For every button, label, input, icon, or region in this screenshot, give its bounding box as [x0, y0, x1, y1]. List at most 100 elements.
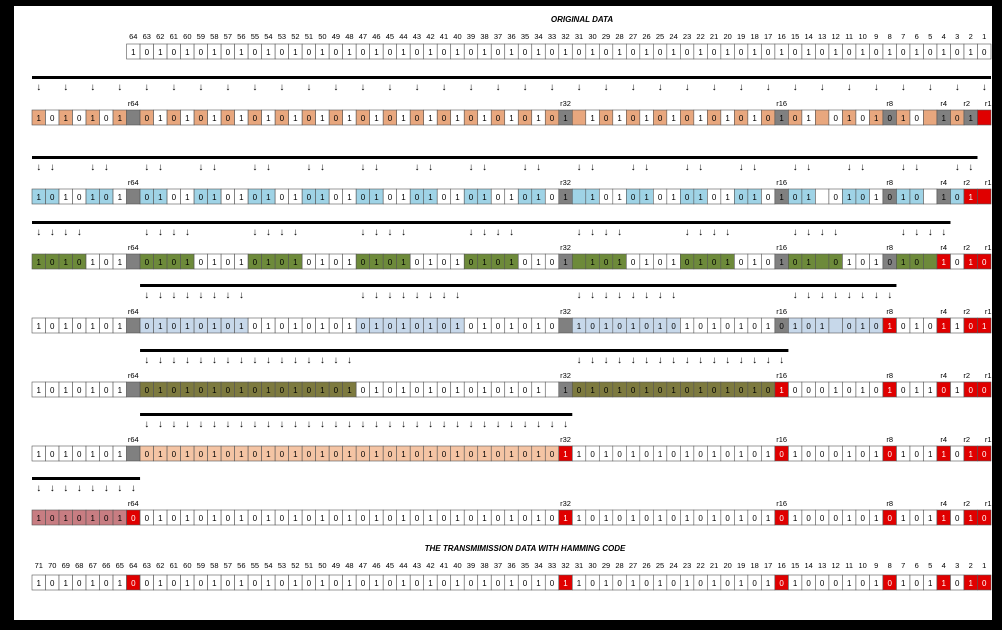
transmission-bit-value: 1: [604, 579, 609, 588]
bit-value: 0: [280, 114, 285, 123]
bit-value: 1: [185, 258, 190, 267]
bit-value: 0: [496, 258, 501, 267]
transmission-bit-value: 1: [928, 579, 933, 588]
transmission-bit-value: 0: [982, 579, 987, 588]
arrow-down-icon: ↓: [279, 419, 284, 430]
original-bit-value: 1: [644, 48, 649, 57]
transmission-bit-value: 1: [631, 579, 636, 588]
bit-value: 1: [482, 114, 487, 123]
bit-value: 0: [712, 386, 717, 395]
bit-value: 0: [590, 514, 595, 523]
bit-cell: [571, 253, 587, 270]
bit-value: 1: [874, 193, 879, 202]
original-bit-value: 0: [712, 48, 717, 57]
arrow-down-icon: ↓: [414, 82, 419, 93]
arrow-down-icon: ↓: [117, 82, 122, 93]
bit-value: 0: [104, 514, 109, 523]
bit-cell: [977, 381, 992, 398]
bit-value: 0: [712, 114, 717, 123]
bit-value: 1: [158, 514, 163, 523]
bit-value: 0: [145, 258, 150, 267]
bit-value: 1: [428, 258, 433, 267]
bit-value: 1: [752, 114, 757, 123]
transmission-bit-value: 1: [685, 579, 690, 588]
bit-value: 1: [577, 450, 582, 459]
bit-value: 1: [712, 322, 717, 331]
arrow-down-icon: ↓: [198, 355, 203, 366]
arrow-down-icon: ↓: [185, 290, 190, 301]
bit-value: 1: [874, 114, 879, 123]
bit-value: 1: [428, 514, 433, 523]
bit-value: 0: [833, 114, 838, 123]
bit-value: 1: [401, 193, 406, 202]
bit-value: 0: [172, 258, 177, 267]
parity-label: r16: [776, 435, 787, 444]
bit-cell: [815, 253, 830, 270]
transmission-bit-number: 48: [345, 561, 353, 570]
arrow-down-icon: ↓: [401, 419, 406, 430]
bit-value: 1: [509, 193, 514, 202]
bit-value: 0: [590, 322, 595, 331]
bit-number: 20: [723, 32, 731, 41]
bit-value: 1: [239, 514, 244, 523]
original-bit-value: 0: [631, 48, 636, 57]
bit-value: 1: [293, 514, 298, 523]
bit-value: 1: [969, 193, 974, 202]
transmission-bit-number: 1: [982, 561, 986, 570]
transmission-bit-value: 0: [523, 579, 528, 588]
bit-value: 1: [739, 514, 744, 523]
bit-number: 58: [210, 32, 218, 41]
arrow-down-icon: ↓: [104, 483, 109, 494]
bit-value: 1: [266, 386, 271, 395]
bit-value: 1: [671, 386, 676, 395]
bit-value: 0: [50, 322, 55, 331]
bit-cell: [126, 188, 141, 205]
bit-value: 0: [955, 114, 960, 123]
bit-value: 0: [604, 386, 609, 395]
bit-value: 0: [442, 386, 447, 395]
bit-value: 0: [887, 514, 892, 523]
arrow-down-icon: ↓: [712, 355, 717, 366]
transmission-bit-number: 5: [928, 561, 932, 570]
arrow-down-icon: ↓: [739, 82, 744, 93]
original-bit-value: 0: [793, 48, 798, 57]
bit-value: 0: [739, 114, 744, 123]
arrow-down-icon: ↓: [914, 162, 919, 173]
transmission-bit-number: 49: [332, 561, 340, 570]
transmission-bit-value: 1: [793, 579, 798, 588]
bit-value: 0: [50, 450, 55, 459]
bit-value: 0: [307, 258, 312, 267]
bit-value: 0: [941, 386, 946, 395]
bit-value: 0: [307, 114, 312, 123]
transmission-bit-number: 51: [305, 561, 313, 570]
transmission-bit-number: 70: [48, 561, 56, 570]
transmission-bit-value: 0: [199, 579, 204, 588]
bit-number: 24: [669, 32, 677, 41]
bit-number: 48: [345, 32, 353, 41]
transmission-bit-number: 71: [35, 561, 43, 570]
bit-number: 56: [237, 32, 245, 41]
r16-coverage-bar: [140, 349, 789, 352]
bit-value: 0: [77, 193, 82, 202]
arrow-down-icon: ↓: [239, 355, 244, 366]
bit-number: 4: [942, 32, 946, 41]
bit-value: 1: [536, 450, 541, 459]
transmission-bit-value: 1: [847, 579, 852, 588]
arrow-down-icon: ↓: [955, 82, 960, 93]
bit-value: 0: [793, 193, 798, 202]
bit-value: 1: [37, 114, 42, 123]
bit-value: 1: [536, 114, 541, 123]
bit-number: 52: [291, 32, 299, 41]
transmission-bit-number: 68: [75, 561, 83, 570]
original-bit-value: 1: [752, 48, 757, 57]
arrow-down-icon: ↓: [874, 82, 879, 93]
bit-value: 0: [253, 114, 258, 123]
bit-value: 1: [118, 514, 123, 523]
transmission-bit-number: 39: [467, 561, 475, 570]
bit-value: 1: [374, 514, 379, 523]
arrow-down-icon: ↓: [820, 82, 825, 93]
original-bit-value: 1: [779, 48, 784, 57]
bit-value: 0: [334, 114, 339, 123]
transmission-bit-number: 55: [251, 561, 259, 570]
transmission-bit-value: 1: [577, 579, 582, 588]
